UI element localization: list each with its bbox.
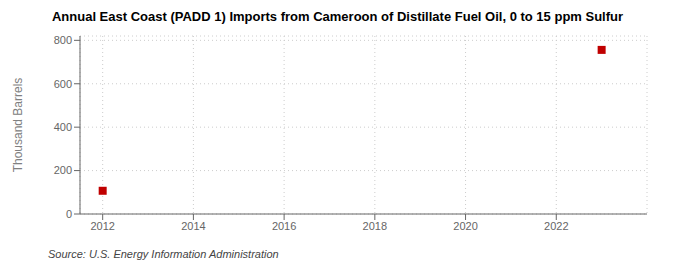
svg-text:400: 400 xyxy=(54,121,72,133)
html-text:Annual East Coast (PADD 1) Imp: Annual East Coast (PADD 1) Imports from … xyxy=(51,9,623,24)
svg-text:800: 800 xyxy=(54,34,72,46)
svg-text:2018: 2018 xyxy=(363,220,387,232)
svg-text:2020: 2020 xyxy=(453,220,477,232)
svg-text:2012: 2012 xyxy=(90,220,114,232)
svg-text:600: 600 xyxy=(54,78,72,90)
svg-text:2016: 2016 xyxy=(272,220,296,232)
svg-text:2022: 2022 xyxy=(544,220,568,232)
svg-text:2014: 2014 xyxy=(181,220,205,232)
svg-text:200: 200 xyxy=(54,164,72,176)
svg-text:0: 0 xyxy=(66,208,72,220)
html-text:Source: U.S. Energy Informatio: Source: U.S. Energy Information Administ… xyxy=(48,248,279,260)
svg-text:Thousand Barrels: Thousand Barrels xyxy=(11,78,25,173)
